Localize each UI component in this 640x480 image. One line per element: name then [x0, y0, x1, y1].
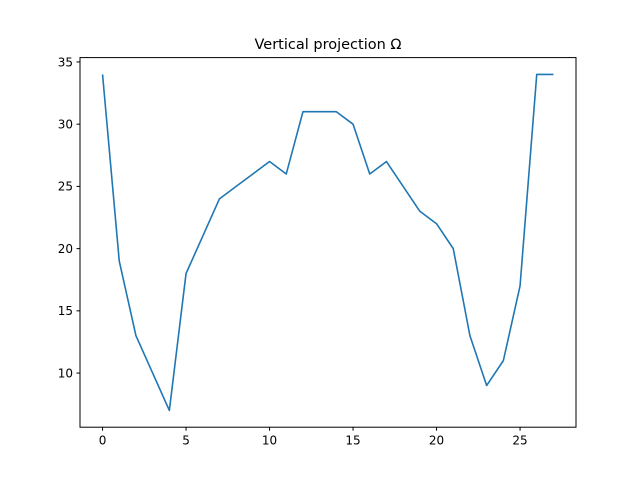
y-tick-label: 10: [58, 366, 73, 380]
x-tick-label: 20: [429, 434, 444, 448]
chart-title: Vertical projection Ω: [255, 37, 402, 53]
x-tick-label: 0: [99, 434, 107, 448]
x-axis: 0 5 10 15 20 25: [99, 427, 528, 448]
axes-frame: [79, 57, 577, 428]
y-tick-label: 15: [58, 304, 73, 318]
y-tick-label: 35: [58, 55, 73, 69]
y-tick-label: 25: [58, 180, 73, 194]
x-tick-label: 15: [345, 434, 360, 448]
y-tick-label: 30: [58, 117, 73, 131]
x-tick-label: 5: [182, 434, 190, 448]
y-axis: 10 15 20 25 30 35: [58, 55, 80, 380]
plot-area: [101, 73, 554, 412]
series-line-0: [101, 73, 554, 412]
x-tick-label: 10: [262, 434, 277, 448]
y-tick-label: 20: [58, 242, 73, 256]
x-tick-label: 25: [512, 434, 527, 448]
